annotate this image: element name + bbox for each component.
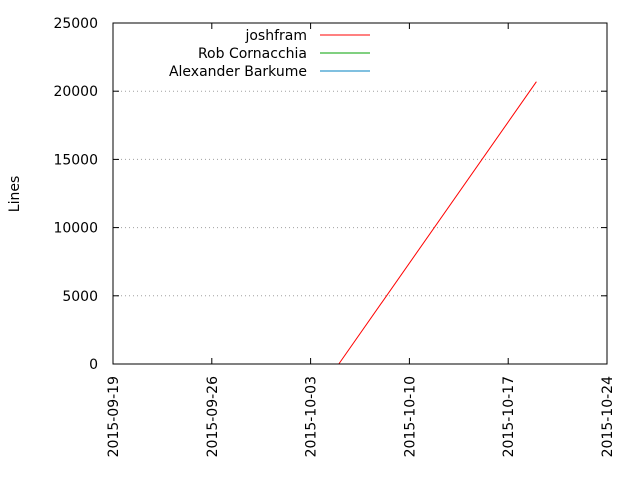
x-tick-label: 2015-09-19	[106, 376, 122, 457]
legend-label: Alexander Barkume	[169, 64, 307, 80]
y-tick-label: 15000	[53, 152, 98, 168]
y-axis-label: Lines	[7, 176, 23, 212]
x-tick-label: 2015-10-17	[501, 376, 517, 457]
x-axis: 2015-09-19 2015-09-26 2015-10-03 2015-10-10…	[106, 23, 616, 457]
x-tick-label: 2015-10-10	[402, 376, 418, 457]
x-tick-label: 2015-09-26	[205, 376, 221, 457]
y-tick-label: 0	[89, 357, 98, 373]
x-tick-label: 2015-10-03	[304, 376, 320, 457]
grid-lines	[113, 90, 607, 297]
y-tick-label: 5000	[62, 289, 98, 305]
legend-label: Rob Cornacchia	[198, 46, 307, 62]
y-tick-label: 25000	[53, 16, 98, 32]
y-axis: 0 5000 10000 15000 20000 25000	[53, 16, 607, 373]
legend-label: joshfram	[244, 28, 307, 44]
x-tick-label: 2015-10-24	[600, 376, 616, 457]
y-tick-label: 20000	[53, 84, 98, 100]
plot-frame	[112, 22, 608, 365]
series-line	[338, 81, 537, 365]
legend: joshfram Rob Cornacchia Alexander Barkume	[169, 28, 370, 80]
series-lines	[338, 81, 537, 365]
y-tick-label: 10000	[53, 221, 98, 237]
